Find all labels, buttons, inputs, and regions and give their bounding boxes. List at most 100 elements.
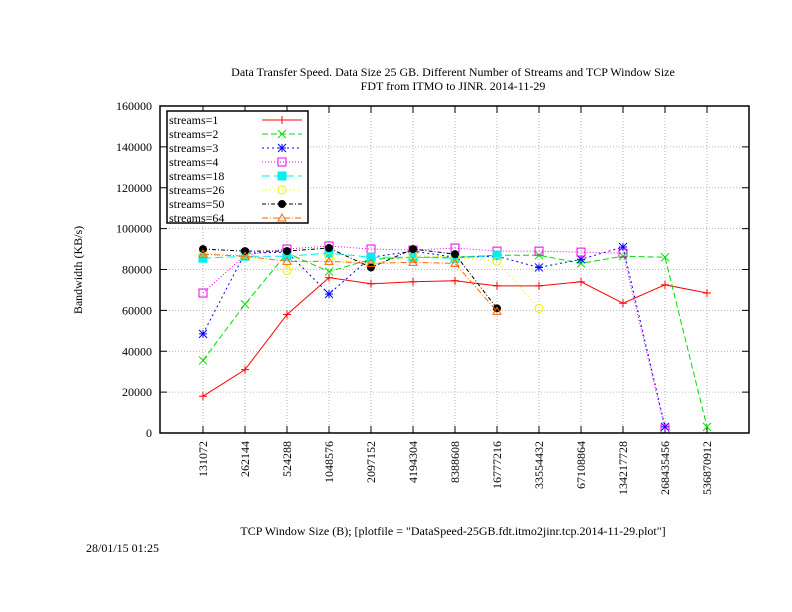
legend-label: streams=4 [169,155,218,169]
data-point [278,116,286,124]
chart-title: Data Transfer Speed. Data Size 25 GB. Di… [231,65,675,79]
data-point [240,251,250,260]
x-tick-label: 67108864 [574,441,588,489]
data-point [282,256,292,265]
x-tick-label: 262144 [238,441,252,477]
data-point [324,267,334,276]
data-point [534,246,544,256]
data-point [450,258,460,267]
data-point [324,256,334,265]
x-tick-label: 524288 [280,441,294,477]
x-tick-label: 1048576 [322,441,336,483]
x-tick-label: 131072 [196,441,210,477]
data-point [278,200,286,208]
legend-label: streams=2 [169,127,218,141]
data-point [324,289,334,299]
data-point [277,212,287,222]
legend-label: streams=50 [169,197,224,211]
data-point [492,250,502,260]
y-axis-label: Bandwidth (KB/s) [71,226,85,314]
data-point [283,310,291,319]
y-tick-label: 0 [146,426,152,440]
data-point [198,249,208,258]
series-group [198,241,712,434]
data-point [198,329,208,339]
data-point [282,266,292,276]
y-tick-label: 80000 [122,263,152,277]
y-tick-label: 40000 [122,344,152,358]
y-tick-label: 140000 [116,140,152,154]
y-tick-label: 160000 [116,99,152,113]
y-tick-label: 120000 [116,181,152,195]
data-point [408,252,418,262]
data-point [492,306,502,315]
data-point [241,247,249,256]
data-point [493,281,501,290]
x-tick-label: 536870912 [700,441,714,495]
data-point [451,250,459,259]
data-point [534,303,544,313]
plot-frame [159,105,750,434]
data-point [492,256,502,266]
y-tick-label: 100000 [116,222,152,236]
series-line [202,252,498,259]
x-tick-label: 16777216 [490,441,504,489]
x-tick-label: 268435456 [658,441,672,495]
data-point [408,257,418,266]
data-point [702,422,712,432]
legend: streams=1streams=2streams=3streams=4stre… [166,110,309,225]
data-point [576,247,586,257]
data-point [703,289,711,298]
data-point [325,244,333,253]
data-point [577,277,585,286]
data-point [660,252,670,262]
data-point [367,263,375,272]
series-line [202,247,498,309]
data-point [240,299,250,309]
data-point [661,280,669,289]
data-point [277,185,287,195]
data-point [619,299,627,308]
axis-ticks: 0 20000 40000 60000 80000 100000 120000 140000 1… [116,99,749,495]
x-tick-label: 8388608 [448,441,462,483]
chart-subtitle: FDT from ITMO to JINR. 2014-11-29 [361,79,546,93]
data-point [618,242,628,252]
x-tick-label: 2097152 [364,441,378,483]
data-point [409,245,417,254]
series-line [202,252,540,309]
data-point [198,288,208,298]
data-point [366,258,376,267]
series-line [202,246,666,427]
data-point [325,273,333,282]
legend-label: streams=18 [169,169,224,183]
data-point [535,281,543,290]
data-point [199,245,207,254]
y-tick-label: 60000 [122,303,152,317]
legend-label: streams=26 [169,183,224,197]
data-point [451,276,459,285]
series-line [202,245,666,430]
data-point [409,277,417,286]
data-point [198,356,208,365]
x-tick-label: 134217728 [616,441,630,495]
x-axis-label: TCP Window Size (B); [plotfile = "DataSp… [240,524,665,538]
data-point [241,365,249,374]
data-point [534,263,544,272]
data-point [277,129,287,139]
legend-label: streams=3 [169,141,218,155]
data-point [367,279,375,288]
data-point [283,247,291,256]
data-point [277,171,287,181]
series-line [202,253,498,312]
data-point [199,392,207,401]
data-point [277,157,287,167]
data-point [576,259,586,268]
legend-label: streams=64 [169,211,224,225]
legend-label: streams=1 [169,113,218,127]
timestamp: 28/01/15 01:25 [86,541,159,555]
x-tick-label: 4194304 [406,441,420,483]
y-tick-label: 20000 [122,385,152,399]
x-tick-label: 33554432 [532,441,546,489]
data-point [277,143,287,153]
